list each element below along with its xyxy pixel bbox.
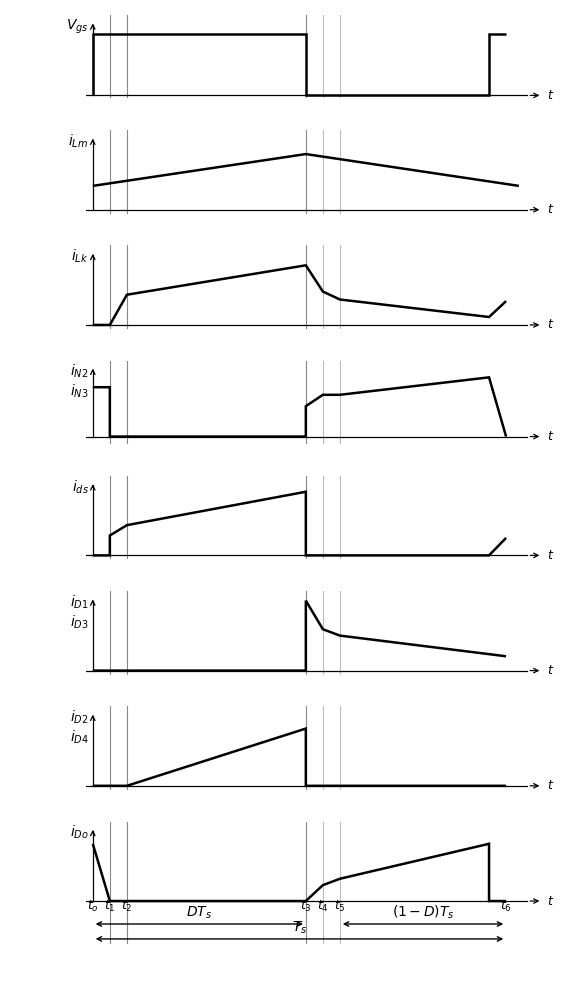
Text: $t$: $t$	[547, 664, 554, 677]
Text: $t_3$: $t_3$	[300, 899, 312, 914]
Text: $t$: $t$	[547, 89, 554, 102]
Text: $i_{D2}$
$i_{D4}$: $i_{D2}$ $i_{D4}$	[70, 709, 89, 746]
Text: $(1-D)T_s$: $(1-D)T_s$	[392, 903, 454, 921]
Text: $i_{Do}$: $i_{Do}$	[70, 824, 89, 841]
Text: $DT_s$: $DT_s$	[186, 904, 213, 921]
Text: $t$: $t$	[547, 430, 554, 443]
Text: $i_{D1}$
$i_{D3}$: $i_{D1}$ $i_{D3}$	[70, 593, 89, 631]
Text: $t_1$: $t_1$	[104, 899, 116, 914]
Text: $i_{Lk}$: $i_{Lk}$	[71, 248, 89, 265]
Text: $i_{ds}$: $i_{ds}$	[71, 478, 89, 496]
Text: $t$: $t$	[547, 203, 554, 216]
Text: $t_5$: $t_5$	[334, 899, 346, 914]
Text: $i_{N2}$
$i_{N3}$: $i_{N2}$ $i_{N3}$	[70, 363, 89, 400]
Text: $t$: $t$	[547, 895, 554, 908]
Text: $t$: $t$	[547, 549, 554, 562]
Text: $t_2$: $t_2$	[121, 899, 132, 914]
Text: $t$: $t$	[547, 318, 554, 331]
Text: $V_{gs}$: $V_{gs}$	[66, 17, 89, 36]
Text: $t$: $t$	[547, 779, 554, 792]
Text: $t_4$: $t_4$	[317, 899, 329, 914]
Text: $t_6$: $t_6$	[500, 899, 512, 914]
Text: $T_s$: $T_s$	[292, 919, 307, 936]
Text: $t_o$: $t_o$	[87, 899, 98, 914]
Text: $i_{Lm}$: $i_{Lm}$	[69, 133, 89, 150]
